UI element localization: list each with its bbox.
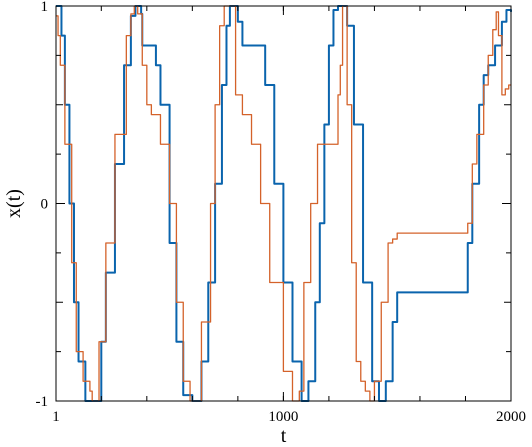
series-layer xyxy=(56,5,512,402)
y-tick-label: 1 xyxy=(41,0,49,15)
y-tick-label: 0 xyxy=(41,197,49,213)
x-tick-label: 2000 xyxy=(496,409,526,425)
x-tick-label: 1000 xyxy=(268,409,298,425)
series-line-2 xyxy=(56,5,511,402)
y-tick-label: -1 xyxy=(36,394,49,410)
y-axis-label: x(t) xyxy=(3,189,25,218)
x-axis-label: t xyxy=(281,425,287,447)
tick-layer: 1 1000 2000 -1 0 1 xyxy=(36,0,527,425)
series-line-1 xyxy=(56,5,512,402)
x-tick-label: 1 xyxy=(52,409,60,425)
